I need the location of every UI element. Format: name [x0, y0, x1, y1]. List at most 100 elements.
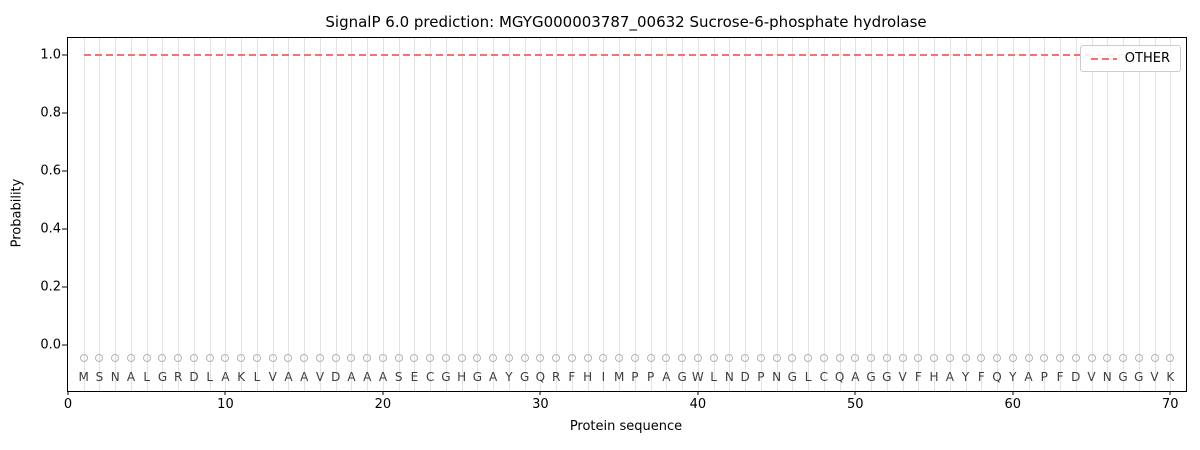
residue-marker — [142, 353, 151, 362]
gridline — [902, 38, 904, 391]
residue-marker — [205, 353, 214, 362]
gridline — [288, 38, 290, 391]
gridline — [918, 38, 920, 391]
gridline — [1154, 38, 1156, 391]
gridline — [603, 38, 605, 391]
residue-letter: N — [1102, 370, 1112, 385]
residue-marker — [315, 353, 324, 362]
residue-marker — [678, 353, 687, 362]
residue-marker — [1024, 353, 1033, 362]
residue-marker — [615, 353, 624, 362]
residue-marker — [709, 353, 718, 362]
residue-marker — [583, 353, 592, 362]
residue-letter: A — [363, 370, 372, 385]
gridline — [682, 38, 684, 391]
gridline — [430, 38, 432, 391]
gridline — [162, 38, 164, 391]
residue-marker — [882, 353, 891, 362]
residue-marker — [1008, 353, 1017, 362]
legend-dashed-line-sample — [1090, 57, 1117, 60]
residue-letter: C — [425, 370, 435, 385]
gridline — [540, 38, 542, 391]
residue-letter: G — [519, 370, 530, 385]
residue-marker — [189, 353, 198, 362]
residue-letter: N — [110, 370, 120, 385]
residue-marker — [536, 353, 545, 362]
residue-letter: P — [646, 370, 655, 385]
residue-letter: H — [929, 370, 939, 385]
gridline — [477, 38, 479, 391]
residue-letter: A — [347, 370, 356, 385]
residue-letter: I — [601, 370, 606, 385]
residue-marker — [867, 353, 876, 362]
residue-letter: A — [284, 370, 293, 385]
gridline — [1075, 38, 1077, 391]
residue-marker — [725, 353, 734, 362]
x-tick-label: 70 — [1161, 397, 1179, 412]
gridline — [83, 38, 85, 391]
residue-marker — [378, 353, 387, 362]
residue-marker — [221, 353, 230, 362]
residue-letter: F — [568, 370, 576, 385]
gridline — [776, 38, 778, 391]
residue-letter: A — [300, 370, 309, 385]
residue-marker — [756, 353, 765, 362]
residue-letter: L — [253, 370, 261, 385]
residue-letter: L — [804, 370, 812, 385]
residue-letter: H — [583, 370, 593, 385]
gridline — [461, 38, 463, 391]
residue-letter: G — [1118, 370, 1128, 385]
chart-title: SignalP 6.0 prediction: MGYG000003787_00… — [325, 13, 927, 31]
residue-marker — [914, 353, 923, 362]
residue-marker — [331, 353, 340, 362]
gridline — [997, 38, 999, 391]
gridline — [760, 38, 762, 391]
y-tick-label: 0.8 — [40, 105, 61, 121]
gridline — [319, 38, 321, 391]
gridline — [335, 38, 337, 391]
gridline — [587, 38, 589, 391]
residue-letter: F — [1056, 370, 1064, 385]
residue-marker — [410, 353, 419, 362]
residue-marker — [945, 353, 954, 362]
residue-marker — [552, 353, 561, 362]
legend-label-other: OTHER — [1124, 51, 1170, 66]
gridline — [713, 38, 715, 391]
gridline — [981, 38, 983, 391]
x-tick-label: 30 — [532, 397, 549, 412]
residue-letter: Y — [961, 370, 970, 385]
residue-letter: A — [662, 370, 671, 385]
residue-letter: G — [1134, 370, 1144, 385]
residue-letter: S — [394, 370, 403, 385]
residue-marker — [252, 353, 261, 362]
gridline — [367, 38, 369, 391]
residue-letter: L — [710, 370, 717, 385]
gridline — [1107, 38, 1109, 391]
residue-marker — [95, 353, 104, 362]
gridline — [1123, 38, 1124, 391]
residue-letter: F — [914, 370, 922, 385]
residue-letter: G — [882, 370, 892, 385]
y-tick-label: 0.2 — [40, 279, 61, 295]
y-tick-label: 0.4 — [40, 221, 61, 237]
residue-letter: V — [268, 370, 277, 385]
gridline — [697, 38, 699, 391]
residue-marker — [1134, 353, 1143, 362]
residue-letter: M — [613, 370, 625, 385]
residue-letter: G — [677, 370, 687, 385]
residue-letter: M — [78, 370, 89, 385]
residue-marker — [788, 353, 797, 362]
residue-letter: Q — [834, 370, 845, 385]
x-tick-label: 60 — [1004, 397, 1022, 412]
residue-letter: G — [787, 370, 797, 385]
gridline — [1060, 38, 1062, 391]
residue-marker — [158, 353, 167, 362]
residue-letter: K — [1166, 370, 1175, 385]
residue-letter: V — [1150, 370, 1159, 385]
residue-letter: L — [206, 370, 214, 385]
residue-letter: D — [189, 370, 199, 385]
x-tick-label: 20 — [374, 397, 392, 412]
gridline — [414, 38, 416, 391]
residue-letter: E — [410, 370, 419, 385]
